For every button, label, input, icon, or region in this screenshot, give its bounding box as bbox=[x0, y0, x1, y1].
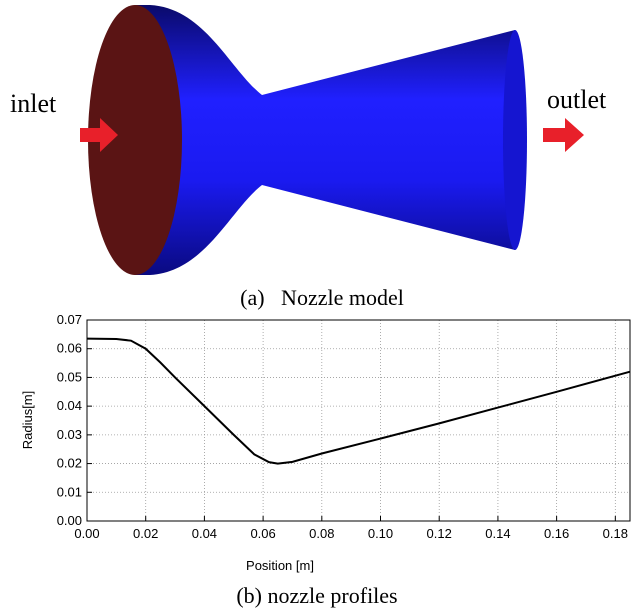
x-tick-label: 0.04 bbox=[192, 526, 217, 541]
inlet-arrow bbox=[80, 118, 118, 152]
inlet-face bbox=[88, 5, 182, 275]
x-tick-label: 0.12 bbox=[427, 526, 452, 541]
x-tick-label: 0.00 bbox=[74, 526, 99, 541]
x-tick-label: 0.02 bbox=[133, 526, 158, 541]
nozzle-model: inlet outlet (a) Nozzle model bbox=[10, 5, 607, 310]
y-tick-label: 0.07 bbox=[57, 312, 82, 327]
plot-frame bbox=[86, 319, 631, 522]
y-tick-label: 0.06 bbox=[57, 341, 82, 356]
y-tick-label: 0.01 bbox=[57, 484, 82, 499]
y-tick-label: 0.02 bbox=[57, 456, 82, 471]
inlet-label: inlet bbox=[10, 89, 57, 118]
profile-line bbox=[86, 337, 631, 465]
nozzle-body bbox=[135, 5, 515, 275]
x-axis-label: Position [m] bbox=[246, 558, 314, 573]
outlet-face bbox=[503, 30, 527, 250]
y-tick-label: 0.05 bbox=[57, 369, 82, 384]
outlet-arrow bbox=[543, 118, 584, 152]
profile-chart: Position [m] Radius[m] (b) nozzle profil… bbox=[20, 312, 631, 608]
x-tick-label: 0.10 bbox=[368, 526, 393, 541]
y-tick-label: 0.03 bbox=[57, 427, 82, 442]
y-tick-label: 0.00 bbox=[57, 513, 82, 528]
caption: (a) Nozzle model bbox=[240, 285, 404, 310]
x-tick-label: 0.18 bbox=[603, 526, 628, 541]
outlet-label: outlet bbox=[547, 85, 607, 114]
caption: (b) nozzle profiles bbox=[236, 583, 397, 608]
x-tick-label: 0.16 bbox=[544, 526, 569, 541]
y-axis-label: Radius[m] bbox=[20, 391, 35, 450]
x-tick-label: 0.08 bbox=[309, 526, 334, 541]
x-tick-label: 0.06 bbox=[250, 526, 275, 541]
y-tick-label: 0.04 bbox=[57, 398, 82, 413]
x-tick-label: 0.14 bbox=[485, 526, 510, 541]
